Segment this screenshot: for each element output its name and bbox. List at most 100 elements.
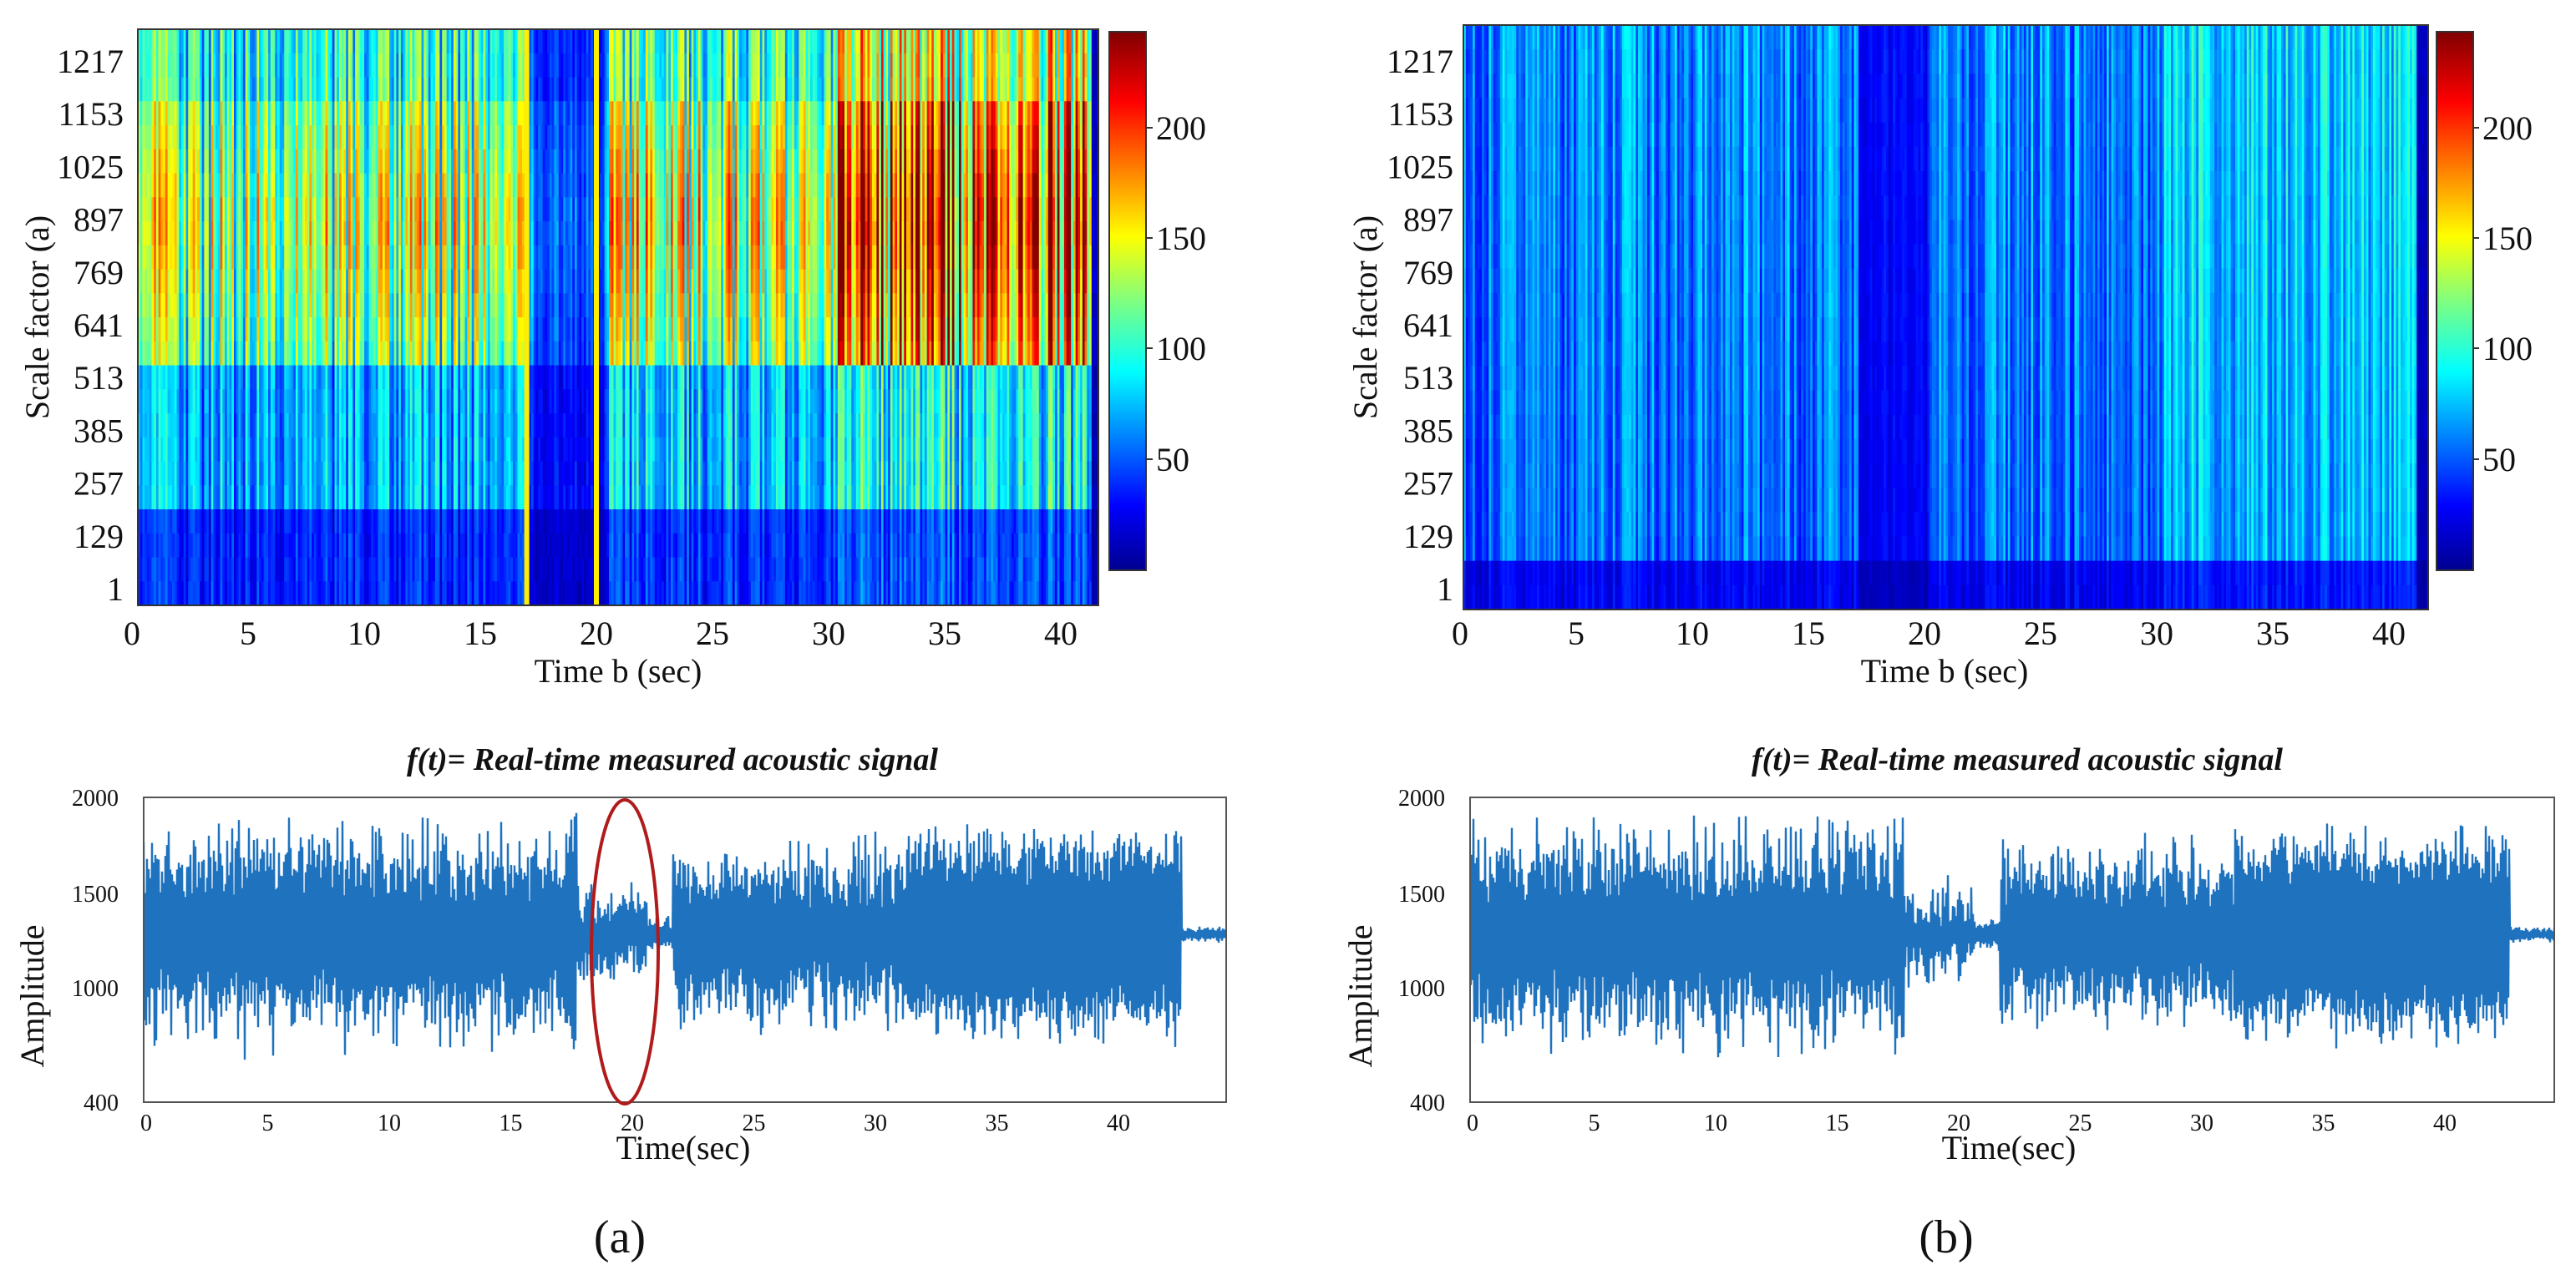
heatmap-cell <box>380 197 383 222</box>
heatmap-cell <box>570 317 573 342</box>
heatmap-cell <box>517 581 520 606</box>
heatmap-cell <box>327 29 331 54</box>
heatmap-cell <box>304 197 308 222</box>
heatmap-cell <box>275 77 278 102</box>
heatmap-cell <box>549 101 553 126</box>
heatmap-cell <box>380 581 383 606</box>
heatmap-cell <box>478 173 482 198</box>
heatmap-cell <box>302 269 306 294</box>
heatmap-cell <box>155 245 160 271</box>
heatmap-cell <box>199 173 203 198</box>
heatmap-cell <box>176 173 180 198</box>
heatmap-cell <box>565 29 569 54</box>
heatmap-cell <box>586 341 590 367</box>
heatmap-cell <box>549 245 553 271</box>
heatmap-cell <box>327 557 331 582</box>
heatmap-cell <box>250 269 253 294</box>
heatmap-cell <box>172 269 175 294</box>
heatmap-cell <box>520 389 523 414</box>
heatmap-cell <box>540 77 544 102</box>
heatmap-cell <box>297 341 302 367</box>
heatmap-cell <box>570 293 573 318</box>
heatmap-cell <box>478 53 482 78</box>
heatmap-cell <box>190 269 194 294</box>
heatmap-cell <box>467 53 470 78</box>
heatmap-cell <box>601 413 606 438</box>
heatmap-cell <box>421 413 424 438</box>
heatmap-cell <box>307 317 310 342</box>
heatmap-cell <box>513 581 516 606</box>
heatmap-cell <box>558 317 562 342</box>
heatmap-cell <box>304 173 308 198</box>
heatmap-cell <box>597 461 601 486</box>
heatmap-cell <box>183 485 187 510</box>
heatmap-cell <box>220 389 223 414</box>
heatmap-cell <box>439 101 443 126</box>
heatmap-cell <box>570 53 573 78</box>
heatmap-cell <box>483 485 486 510</box>
heatmap-cell <box>471 221 475 246</box>
heatmap-cell <box>487 389 491 414</box>
heatmap-cell <box>251 269 256 294</box>
heatmap-cell <box>293 101 297 126</box>
heatmap-cell <box>446 245 449 271</box>
heatmap-cell <box>449 485 452 510</box>
heatmap-cell <box>347 389 352 414</box>
heatmap-cell <box>591 101 594 126</box>
heatmap-cell <box>505 557 510 582</box>
heatmap-cell <box>400 485 404 510</box>
heatmap-cell <box>332 533 336 559</box>
heatmap-cell <box>163 413 166 438</box>
heatmap-cell <box>245 221 249 246</box>
heatmap-cell <box>430 149 434 175</box>
heatmap-cell <box>213 173 216 198</box>
heatmap-cell <box>437 509 441 534</box>
heatmap-cell <box>185 509 189 534</box>
heatmap-cell <box>403 557 406 582</box>
heatmap-cell <box>579 317 582 342</box>
heatmap-cell <box>380 221 383 246</box>
heatmap-cell <box>199 53 203 78</box>
heatmap-cell <box>206 293 210 318</box>
heatmap-cell <box>489 245 494 271</box>
heatmap-cell <box>192 245 196 271</box>
heatmap-cell <box>480 485 484 510</box>
heatmap-cell <box>606 269 610 294</box>
heatmap-cell <box>190 317 194 342</box>
heatmap-cell <box>433 149 436 175</box>
heatmap-cell <box>423 485 427 510</box>
heatmap-cell <box>588 557 591 582</box>
heatmap-cell <box>421 53 424 78</box>
heatmap-cell <box>155 269 160 294</box>
heatmap-cell <box>609 269 612 294</box>
heatmap-cell <box>606 365 610 390</box>
heatmap-cell <box>288 125 292 150</box>
heatmap-cell <box>480 29 484 54</box>
heatmap-cell <box>192 29 196 54</box>
heatmap-cell <box>501 221 505 246</box>
heatmap-cell <box>529 557 532 582</box>
heatmap-cell <box>572 413 576 438</box>
heatmap-cell <box>266 53 269 78</box>
heatmap-cell <box>362 53 365 78</box>
heatmap-cell <box>478 557 482 582</box>
heatmap-cell <box>384 557 388 582</box>
heatmap-cell <box>197 293 200 318</box>
heatmap-cell <box>530 53 535 78</box>
heatmap-cell <box>155 581 160 606</box>
heatmap-cell <box>272 173 276 198</box>
heatmap-cell <box>286 29 290 54</box>
heatmap-cell <box>542 77 545 102</box>
heatmap-cell <box>400 293 404 318</box>
heatmap-cell <box>229 173 232 198</box>
heatmap-cell <box>197 413 200 438</box>
heatmap-cell <box>485 341 489 367</box>
heatmap-cell <box>389 533 393 559</box>
heatmap-cell <box>460 173 464 198</box>
heatmap-cell <box>145 413 148 438</box>
heatmap-cell <box>382 533 386 559</box>
heatmap-cell <box>371 389 374 414</box>
heatmap-cell <box>393 293 398 318</box>
heatmap-cell <box>408 197 411 222</box>
heatmap-cell <box>368 101 372 126</box>
